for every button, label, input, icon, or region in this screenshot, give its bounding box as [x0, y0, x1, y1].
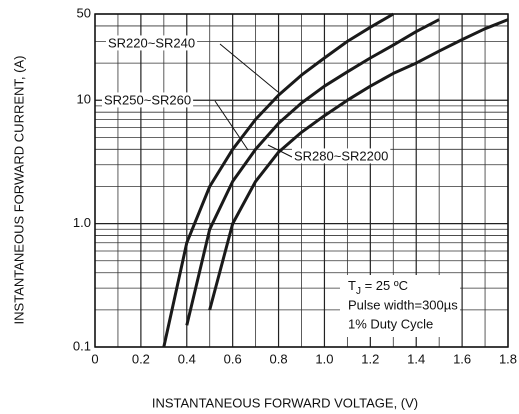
label-bg: [106, 35, 198, 51]
label-bg: [292, 148, 391, 164]
label-bg: [102, 92, 194, 108]
y-tick-label: 1.0: [73, 215, 91, 230]
y-tick-label: 0.1: [73, 338, 91, 353]
series-line: [162, 12, 395, 348]
leader-line: [267, 144, 293, 158]
series-label: SR220~SR240: [108, 35, 195, 50]
series-line: [208, 18, 509, 311]
annotation-rest: = 25 ºC: [361, 278, 408, 293]
leader-line: [219, 43, 279, 93]
leader-line: [214, 100, 249, 151]
y-tick-label: 10: [77, 92, 91, 107]
series-line: [185, 18, 440, 326]
x-axis-label: INSTANTANEOUS FORWARD VOLTAGE, (V): [152, 395, 418, 410]
series-label: SR280~SR2200: [294, 148, 388, 163]
annotation-text: 1% Duty Cycle: [348, 316, 433, 331]
x-tick-label: 1.4: [407, 351, 425, 366]
x-tick-label: 0.8: [270, 351, 288, 366]
x-tick-label: 1.2: [361, 351, 379, 366]
x-tick-label: 0: [91, 351, 98, 366]
annotation-text: Pulse width=300µs: [348, 297, 458, 312]
series-label: SR250~SR260: [104, 92, 191, 107]
x-tick-label: 0.2: [132, 351, 150, 366]
x-tick-label: 1.0: [315, 351, 333, 366]
plot-frame: [94, 13, 509, 348]
annotation-sub: J: [356, 286, 361, 297]
annotation-text: TJ = 25 ºC: [348, 278, 408, 296]
x-tick-label: 0.4: [178, 351, 196, 366]
y-tick-label: 50: [77, 5, 91, 20]
y-axis-label: INSTANTANEOUS FORWARD CURRENT, (A): [11, 56, 26, 325]
annotation-box: [340, 275, 460, 337]
annotation-symbol: T: [348, 278, 356, 293]
x-tick-label: 1.8: [499, 351, 517, 366]
x-tick-label: 0.6: [224, 351, 242, 366]
x-tick-label: 1.6: [453, 351, 471, 366]
